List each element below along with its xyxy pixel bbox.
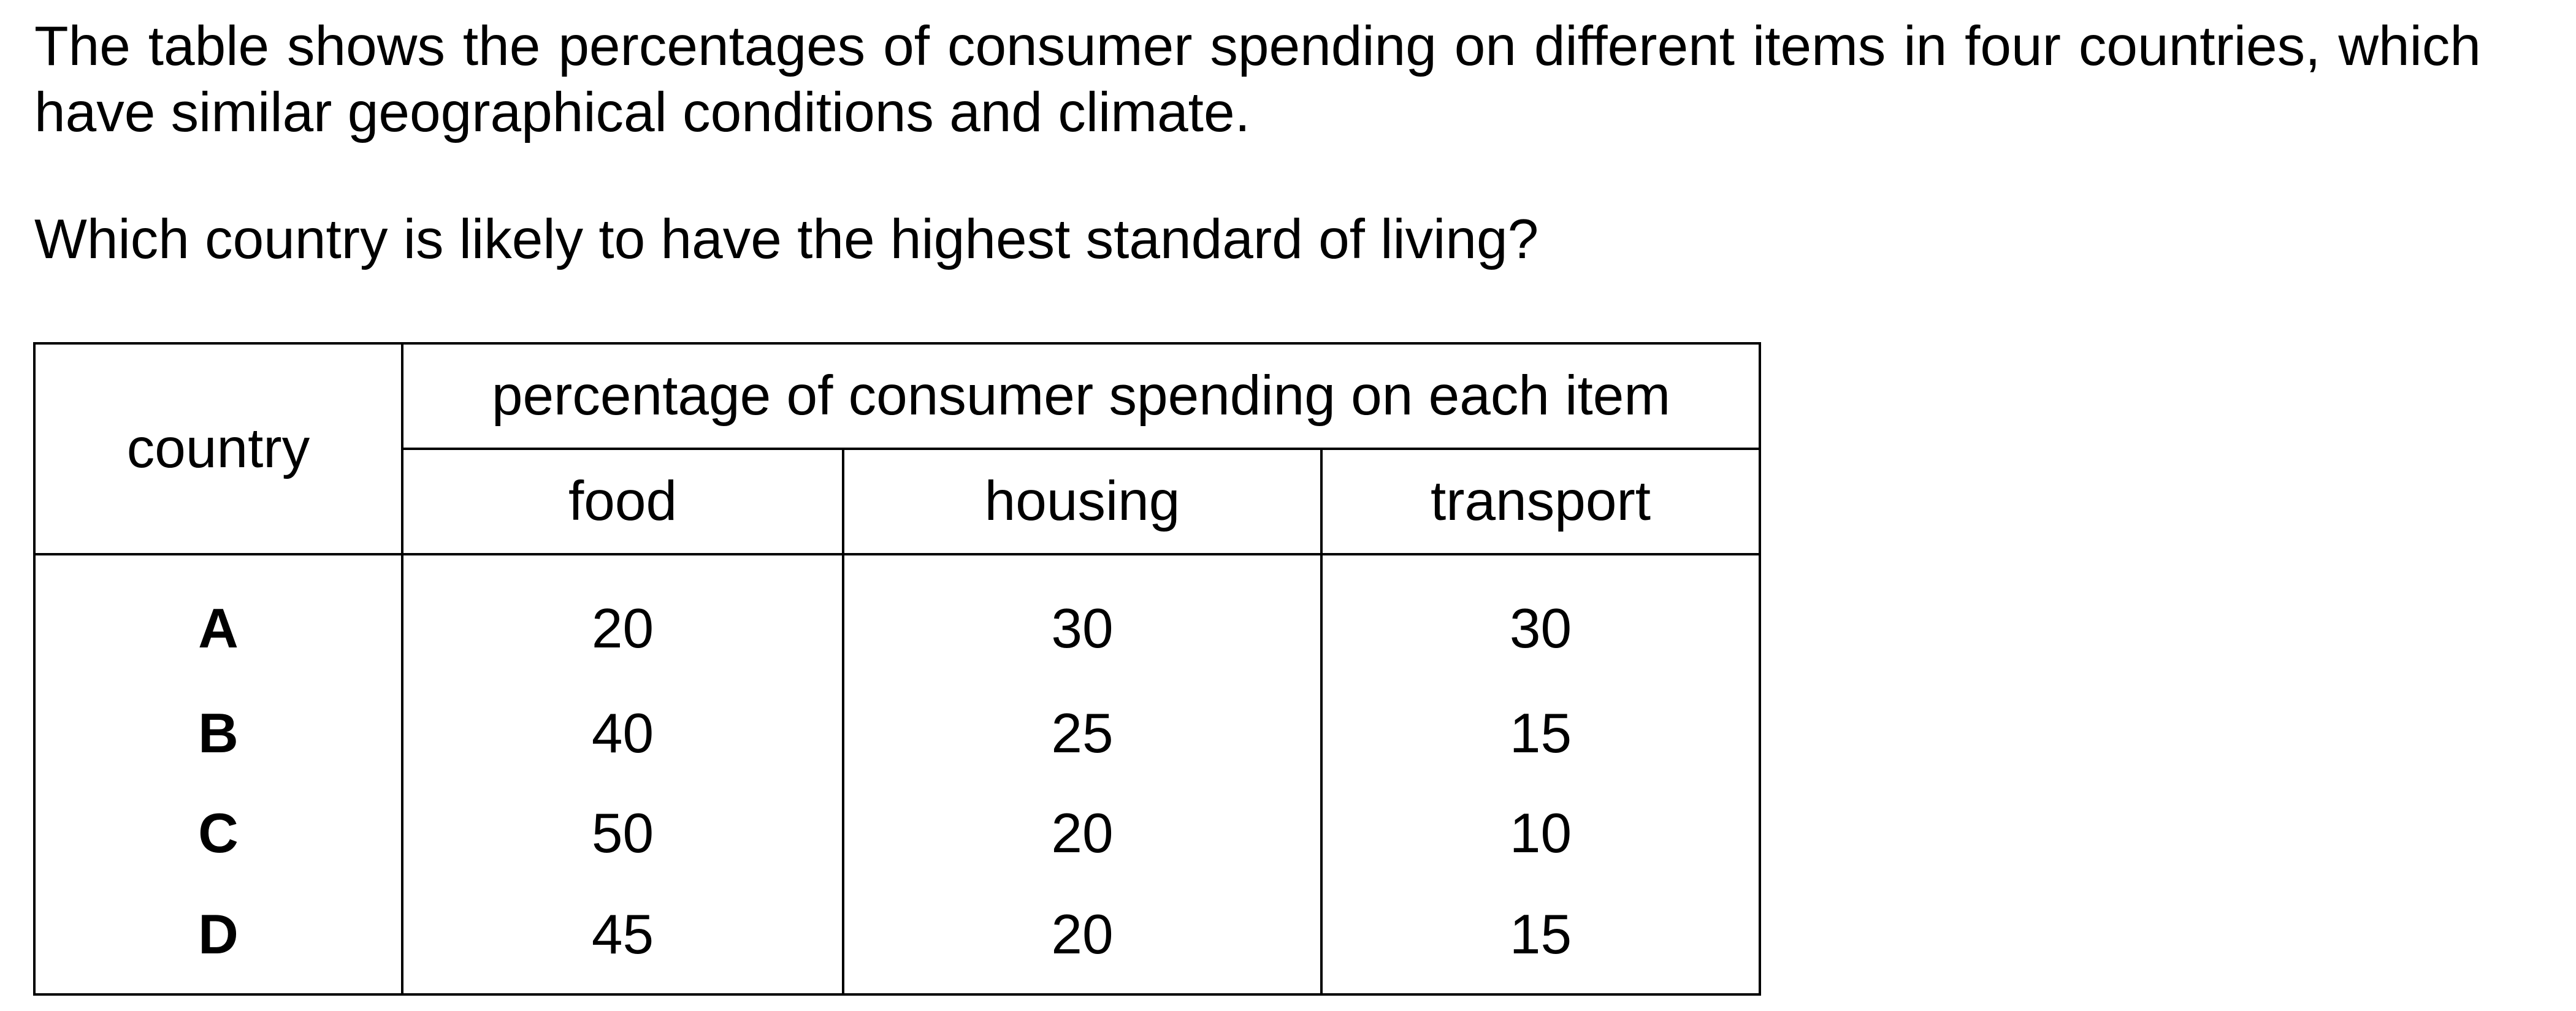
question-prompt: Which country is likely to have the high… xyxy=(34,208,1539,270)
table-row: B 40 25 15 xyxy=(33,684,1762,784)
housing-cell: 30 xyxy=(842,552,1323,685)
transport-cell: 15 xyxy=(1320,684,1762,784)
transport-cell: 15 xyxy=(1320,883,1762,996)
question-text: The table shows the percentages of consu… xyxy=(34,13,2481,273)
housing-cell: 20 xyxy=(842,784,1323,883)
table-row: D 45 20 15 xyxy=(33,883,1762,996)
housing-cell: 25 xyxy=(842,684,1323,784)
food-cell: 45 xyxy=(401,883,844,996)
country-cell: A xyxy=(33,552,403,685)
group-header: percentage of consumer spending on each … xyxy=(400,342,1762,450)
transport-cell: 10 xyxy=(1320,784,1762,883)
country-cell: D xyxy=(33,883,403,996)
transport-cell: 30 xyxy=(1320,552,1762,685)
table-subheader-row: food housing transport xyxy=(34,448,1762,555)
food-cell: 20 xyxy=(401,552,844,685)
housing-cell: 20 xyxy=(842,883,1323,996)
country-header: country xyxy=(33,342,403,555)
country-cell: C xyxy=(33,784,403,883)
food-cell: 50 xyxy=(401,784,844,883)
column-header-transport: transport xyxy=(1320,448,1762,555)
table-row: C 50 20 10 xyxy=(33,784,1762,883)
spending-table: country percentage of consumer spending … xyxy=(33,342,1762,996)
question-intro: The table shows the percentages of consu… xyxy=(34,15,2481,143)
food-cell: 40 xyxy=(401,684,844,784)
table-header-row: country percentage of consumer spending … xyxy=(33,342,1762,555)
table-row: A 20 30 30 xyxy=(33,552,1762,685)
country-cell: B xyxy=(33,684,403,784)
column-header-housing: housing xyxy=(842,448,1323,555)
column-header-food: food xyxy=(401,448,844,555)
